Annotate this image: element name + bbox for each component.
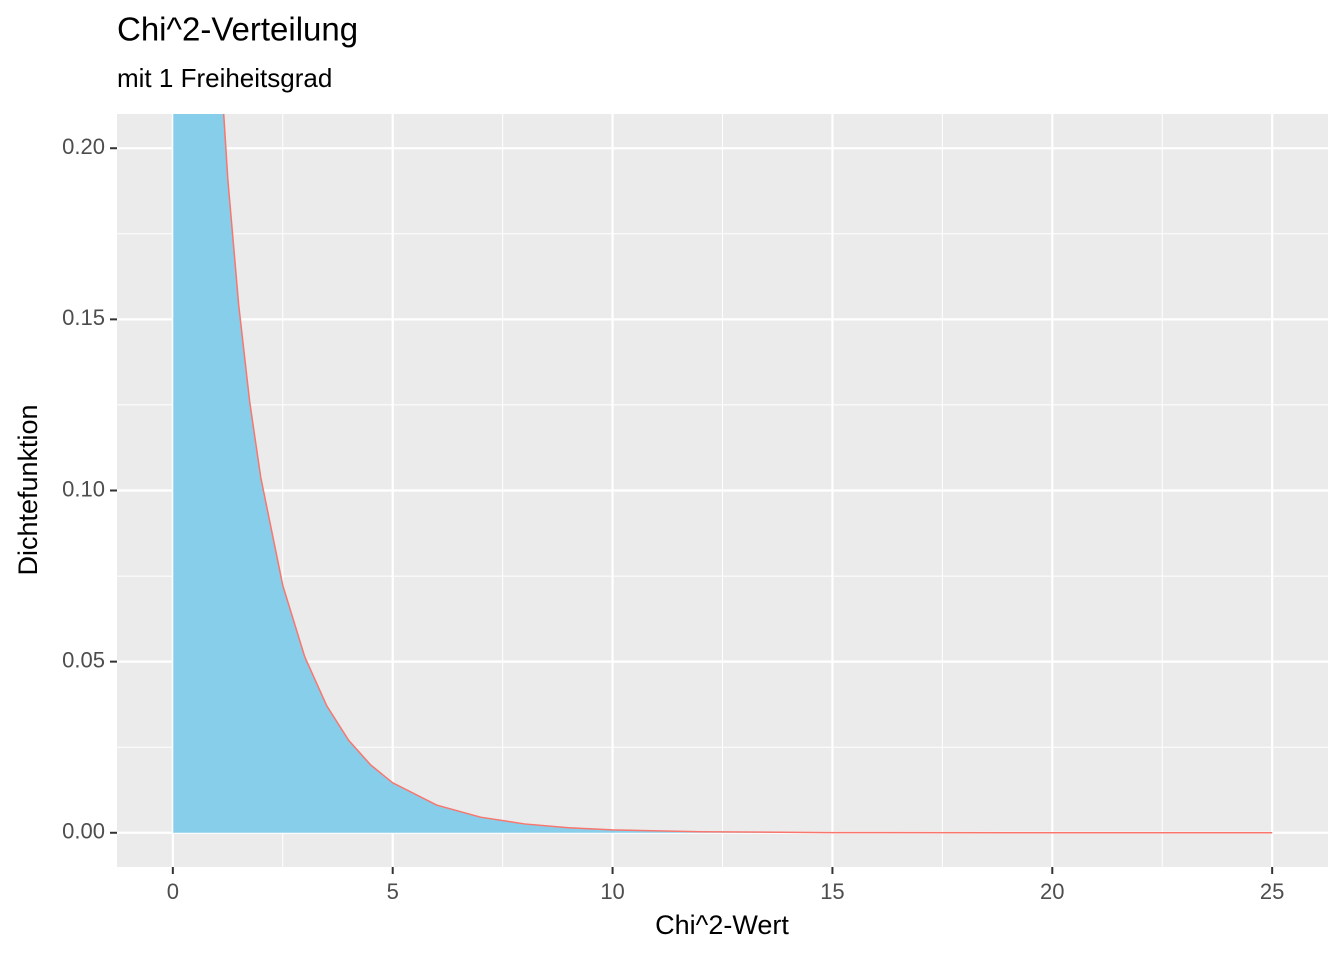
x-axis-title: Chi^2-Wert [655,910,789,940]
y-tick-label: 0.15 [62,305,105,330]
y-tick-label: 0.10 [62,476,105,501]
y-tick-label: 0.05 [62,647,105,672]
chart-title: Chi^2-Verteilung [117,11,358,48]
y-axis-title: Dichtefunktion [13,404,43,575]
x-tick-label: 5 [387,879,399,904]
x-tick-label: 20 [1040,879,1064,904]
x-tick-label: 0 [167,879,179,904]
axes: 0.00 0.05 0.10 0.15 0.20 0 5 10 15 20 25 [62,134,1284,904]
x-tick-label: 25 [1260,879,1284,904]
marks [173,114,1273,834]
y-tick-label: 0.20 [62,134,105,159]
x-tick-label: 15 [820,879,844,904]
area [173,114,1273,833]
line [222,114,1273,834]
y-tick-label: 0.00 [62,819,105,844]
chart-subtitle: mit 1 Freiheitsgrad [117,63,332,93]
x-tick-label: 10 [600,879,624,904]
